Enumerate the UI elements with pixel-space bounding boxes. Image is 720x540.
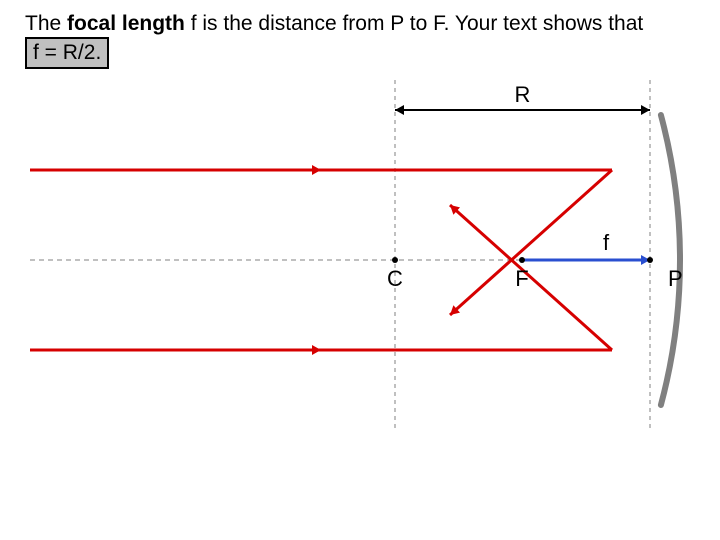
- P-point: [647, 257, 653, 263]
- mirror-arc: [661, 115, 680, 405]
- C-label: C: [387, 266, 403, 291]
- optics-diagram: Rf C F P: [0, 0, 720, 540]
- label-R: R: [515, 82, 531, 107]
- label-f: f: [603, 230, 610, 255]
- F-label: F: [515, 266, 528, 291]
- arrowhead: [641, 105, 650, 115]
- F-point: [519, 257, 525, 263]
- arrowhead: [312, 165, 321, 175]
- C-point: [392, 257, 398, 263]
- P-label: P: [668, 266, 683, 291]
- arrowhead: [395, 105, 404, 115]
- arrowhead: [312, 345, 321, 355]
- reflected-ray-top: [450, 170, 612, 315]
- reflected-ray-bottom: [450, 205, 612, 350]
